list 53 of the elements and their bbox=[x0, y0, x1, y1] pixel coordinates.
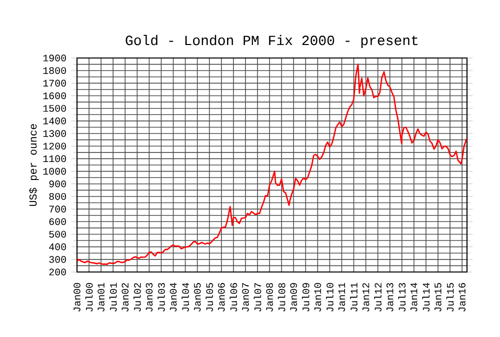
y-tick-label: 1100 bbox=[43, 155, 66, 162]
x-tick-label: Jan00 bbox=[74, 283, 80, 312]
y-tick-label: 500 bbox=[49, 230, 66, 238]
x-tick-label: Jul10 bbox=[326, 283, 334, 312]
y-tick-label: 900 bbox=[49, 180, 66, 188]
x-tick-label: Jan07 bbox=[242, 283, 249, 312]
y-tick-label: 1400 bbox=[43, 118, 66, 124]
x-tick-label: Jan10 bbox=[314, 283, 322, 312]
x-tick-label: Jul11 bbox=[350, 282, 358, 312]
x-tick-label: Jan11 bbox=[338, 282, 346, 312]
y-tick-label: 1300 bbox=[43, 130, 66, 137]
x-tick-label: Jul05 bbox=[206, 283, 214, 312]
x-tick-label: Jul09 bbox=[302, 283, 310, 312]
y-tick-label: 1800 bbox=[43, 67, 66, 74]
x-tick-label: Jul04 bbox=[182, 282, 189, 312]
x-tick-label: Jul08 bbox=[278, 283, 286, 312]
y-tick-label: 200 bbox=[49, 268, 66, 276]
x-tick-label: Jan13 bbox=[386, 283, 394, 312]
x-tick-label: Jan15 bbox=[434, 283, 442, 312]
x-tick-label: Jul15 bbox=[446, 283, 454, 312]
y-tick-label: 300 bbox=[49, 256, 66, 263]
y-tick-label: 1900 bbox=[43, 54, 66, 62]
x-tick-label: Jan01 bbox=[98, 282, 104, 312]
x-tick-label: Jul12 bbox=[374, 283, 382, 312]
x-tick-label: Jan03 bbox=[146, 283, 153, 312]
y-tick-label: 400 bbox=[49, 243, 66, 250]
x-tick-label: Jul14 bbox=[422, 282, 430, 312]
x-tick-label: Jul07 bbox=[254, 283, 262, 312]
chart-title: Gold - London PM Fix 2000 - present bbox=[126, 34, 418, 48]
x-tick-label: Jan09 bbox=[290, 283, 298, 312]
y-tick-label: 700 bbox=[49, 206, 66, 212]
x-tick-label: Jul03 bbox=[158, 283, 165, 312]
y-tick-label: 1000 bbox=[43, 168, 66, 175]
y-tick-label: 600 bbox=[49, 218, 66, 226]
x-tick-label: Jan16 bbox=[458, 283, 466, 312]
x-tick-label: Jul06 bbox=[230, 283, 238, 312]
x-tick-label: Jan12 bbox=[362, 283, 370, 312]
y-tick-label: 800 bbox=[49, 193, 66, 200]
x-tick-label: Jan04 bbox=[170, 282, 177, 312]
y-tick-label: 1600 bbox=[43, 92, 66, 100]
y-tick-label: 1700 bbox=[43, 80, 66, 87]
x-tick-label: Jan06 bbox=[218, 283, 225, 312]
x-tick-label: Jan05 bbox=[194, 283, 201, 312]
x-tick-label: Jul02 bbox=[134, 283, 141, 312]
x-tick-label: Jul01 bbox=[109, 282, 117, 312]
y-tick-label: 1200 bbox=[43, 142, 66, 150]
x-tick-label: Jul00 bbox=[85, 283, 93, 312]
x-tick-label: Jan08 bbox=[266, 283, 273, 312]
x-tick-label: Jul13 bbox=[398, 283, 406, 312]
y-tick-label: 1500 bbox=[43, 104, 66, 112]
x-tick-label: Jan14 bbox=[410, 282, 418, 312]
x-tick-label: Jan02 bbox=[122, 283, 129, 312]
y-axis-title: US$ per ounce bbox=[28, 124, 39, 206]
